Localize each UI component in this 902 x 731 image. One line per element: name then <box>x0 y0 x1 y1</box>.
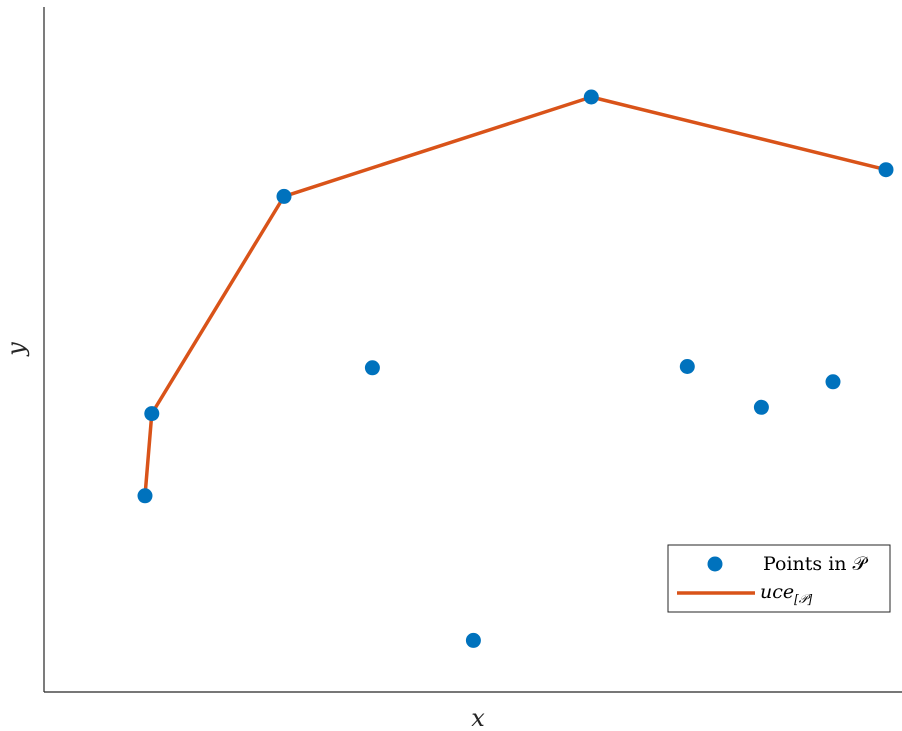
axes <box>43 7 902 693</box>
data-point <box>137 488 153 504</box>
data-point <box>465 632 481 648</box>
x-axis-label: x <box>471 704 485 731</box>
y-axis-label: y <box>2 342 30 357</box>
series-line-uce <box>143 95 887 496</box>
legend-label-points: Points in 𝒫 <box>763 553 869 575</box>
data-point <box>583 89 599 105</box>
data-point <box>679 359 695 374</box>
data-point <box>825 374 841 390</box>
legend-label-uce: uce[𝒫] <box>760 581 812 606</box>
plot-layer <box>137 89 894 648</box>
legend-label-uce-main: uce <box>760 581 794 603</box>
data-point <box>276 188 292 204</box>
data-point <box>878 162 894 178</box>
legend-marker-points <box>707 556 723 572</box>
data-point <box>753 399 769 415</box>
legend-box <box>667 544 891 613</box>
data-point <box>144 406 160 422</box>
legend: Points in 𝒫 uce[𝒫] <box>667 544 891 613</box>
data-point <box>364 360 380 376</box>
legend-label-uce-subscript: [𝒫] <box>794 592 812 606</box>
